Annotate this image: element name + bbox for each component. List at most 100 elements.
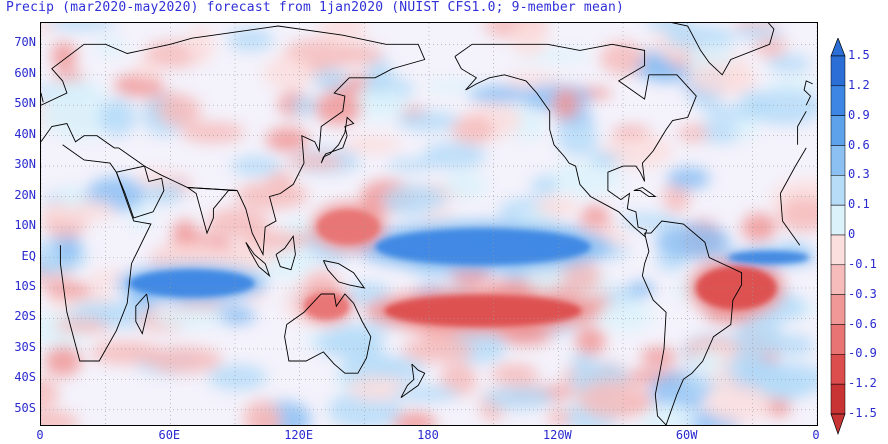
texture-blob (41, 198, 116, 223)
texture-blob (353, 86, 408, 120)
coastline-arabia (115, 165, 165, 219)
lon-tick-label: 180 (417, 428, 439, 442)
coastline-sumatra (245, 242, 271, 278)
texture-blob (693, 348, 723, 375)
lat-tick-label: 30N (14, 157, 36, 172)
colorbar-top-arrow (830, 38, 846, 57)
texture-blob (230, 156, 282, 176)
colorbar-tick-label: -0.6 (848, 316, 877, 331)
texture-blob (601, 133, 673, 169)
coastline-greenland (671, 23, 775, 76)
colorbar-segment (830, 175, 846, 206)
lon-tick-label: 120W (542, 428, 572, 442)
colorbar-tick-label: 0.1 (848, 197, 870, 212)
texture-blob (547, 162, 622, 196)
texture-blob (186, 26, 215, 64)
texture-blob (595, 299, 653, 332)
texture-blob (512, 23, 548, 57)
coastlines (41, 23, 813, 425)
colorbar (830, 38, 846, 436)
texture-blob (382, 184, 446, 217)
texture-blob (114, 73, 163, 97)
texture-blob (263, 56, 314, 90)
texture-blob (666, 167, 711, 190)
anomaly-field (41, 23, 817, 425)
texture-blob (339, 44, 383, 66)
texture-blob (207, 364, 268, 391)
texture-blob (51, 41, 77, 70)
texture-blob (530, 175, 558, 196)
texture-blob (235, 181, 309, 209)
south-pacific-dry-band-core (384, 294, 582, 328)
colorbar-segment (830, 85, 846, 116)
texture-blob (778, 196, 817, 233)
colorbar-tick-label: -1.2 (848, 376, 877, 391)
texture-blob (688, 63, 758, 96)
texture-blob (741, 213, 777, 242)
coastline-uk (41, 92, 44, 103)
texture-blob (569, 353, 595, 369)
texture-blob (132, 60, 160, 80)
texture-blob (320, 23, 366, 46)
texture-blob (767, 54, 812, 73)
texture-blob (144, 180, 184, 205)
texture-blob (628, 281, 655, 297)
colorbar-tick-label: -0.1 (848, 256, 877, 271)
texture-blob (386, 158, 437, 171)
texture-blob (640, 347, 677, 365)
colorbar-segment (830, 55, 846, 87)
texture-blob (592, 153, 618, 167)
texture-blob (43, 282, 92, 298)
texture-blob (442, 171, 488, 200)
lat-tick-label: 20N (14, 187, 36, 202)
texture-blob (136, 169, 175, 187)
texture-blob (467, 85, 530, 104)
colorbar-bottom-arrow (830, 413, 846, 436)
colorbar-segment (830, 145, 846, 176)
texture-blob (391, 412, 437, 425)
texture-blob (287, 153, 345, 170)
texture-blob (557, 119, 598, 156)
atlantic-wet-core (728, 251, 809, 264)
texture-blob (315, 91, 362, 125)
coastline-madagascar (135, 293, 150, 335)
lon-tick-label: 0 (36, 428, 44, 442)
texture-blob (243, 399, 281, 425)
texture-blob (535, 196, 578, 218)
coastline-asia (797, 111, 807, 145)
texture-blob (41, 410, 79, 425)
texture-blob (577, 380, 652, 419)
texture-blob (655, 223, 731, 260)
lon-tick-label: 0 (812, 428, 820, 442)
lat-tick-label: 20S (14, 309, 36, 324)
colorbar-tick-label: 1.2 (848, 77, 870, 92)
coastline-asia (41, 25, 426, 257)
texture-blob (46, 23, 117, 31)
texture-blob (748, 89, 817, 126)
colorbar-tick-label: -0.3 (848, 286, 877, 301)
west-pacific-dry-core (316, 209, 380, 245)
texture-blob (451, 115, 495, 145)
texture-blob (340, 135, 402, 154)
colorbar-segment (830, 115, 846, 146)
coastline-japan (320, 116, 355, 164)
coastline-borneo (275, 234, 296, 271)
colorbar-segment (830, 294, 846, 325)
coastline-north-america (454, 43, 697, 237)
texture-blob (146, 346, 222, 374)
texture-blob (181, 122, 245, 143)
lat-tick-label: 50S (14, 400, 36, 415)
colorbar-tick-label: 1.5 (848, 48, 870, 62)
texture-blob (44, 345, 82, 377)
colorbar-segment (830, 264, 846, 295)
texture-blob (291, 95, 320, 116)
coastline-new-guinea (322, 260, 366, 289)
texture-blob (392, 385, 461, 402)
coastline-cuba (633, 186, 657, 198)
texture-blob (41, 98, 102, 135)
lat-tick-label: 50N (14, 96, 36, 111)
texture-blob (640, 403, 696, 425)
map-title: Precip (mar2020-may2020) forecast from 1… (6, 0, 625, 15)
lon-tick-label: 60W (675, 428, 698, 442)
texture-blob (760, 371, 811, 401)
